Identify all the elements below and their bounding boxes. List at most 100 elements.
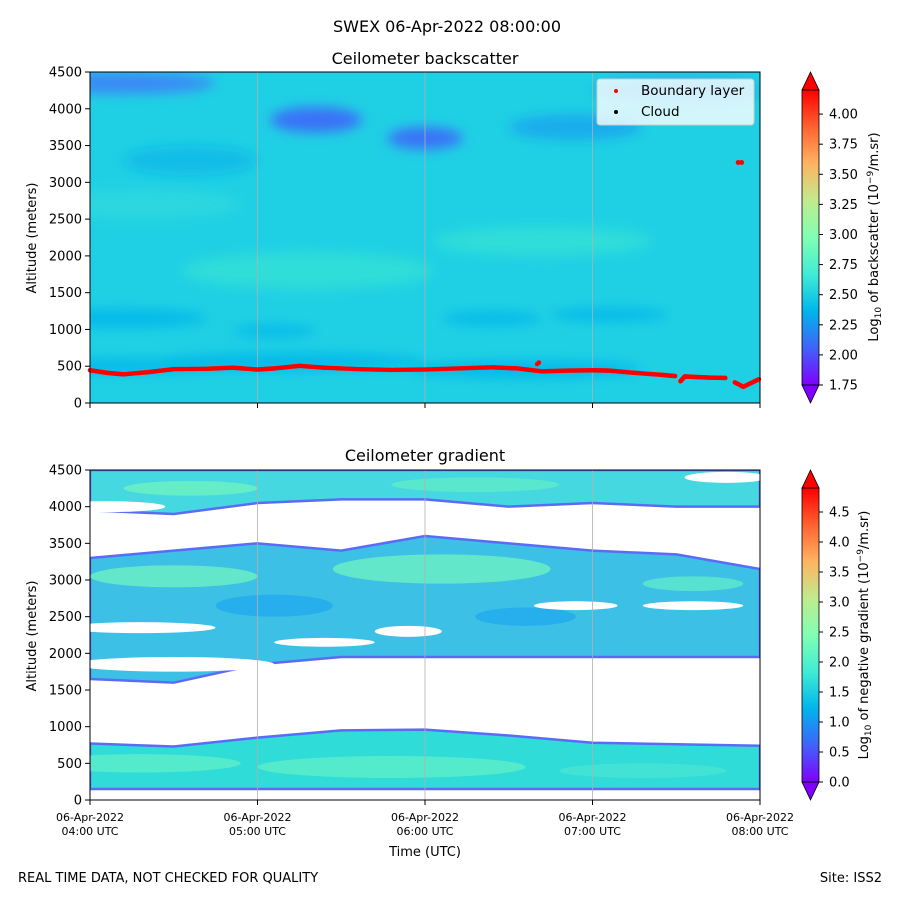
figure-title: SWEX 06-Apr-2022 08:00:00 <box>333 17 561 36</box>
gradient-ylabel: Altitude (meters) <box>25 581 40 692</box>
cb1-label-end: /m.sr) <box>867 132 882 170</box>
colorbar-tick-label: 2.75 <box>829 258 858 273</box>
backscatter-texture-blob <box>90 189 241 220</box>
y-tick-label: 2500 <box>49 213 82 228</box>
colorbar-tick-label: 4.5 <box>829 506 850 521</box>
gradient-panel: Ceilometer gradient 0 500 1000 1500 2000 2500… <box>25 446 874 860</box>
y-tick-label: 4500 <box>49 464 82 479</box>
legend-marker-cloud <box>614 110 618 114</box>
footer-disclaimer: REAL TIME DATA, NOT CHECKED FOR QUALITY <box>18 871 318 886</box>
cb1-label-base: Log <box>867 318 882 341</box>
legend-label-cloud: Cloud <box>641 104 680 120</box>
y-tick-label: 3500 <box>49 537 82 552</box>
gradient-gap <box>90 657 275 672</box>
x-tick-label-time: 06:00 UTC <box>396 825 453 838</box>
colorbar-tick-label: 2.00 <box>829 348 858 363</box>
x-tick-label-date: 06-Apr-2022 <box>56 811 124 824</box>
gradient-heatmap <box>90 470 760 791</box>
gradient-texture-blob <box>475 607 576 626</box>
colorbar-tick-label: 3.00 <box>829 228 858 243</box>
y-tick-label: 4000 <box>49 102 82 117</box>
backscatter-texture-blob <box>433 226 652 256</box>
backscatter-texture-blob <box>441 311 543 326</box>
gradient-gap <box>207 508 325 527</box>
y-tick-label: 0 <box>74 397 82 412</box>
colorbar-tick-label: 2.50 <box>829 288 858 303</box>
gradient-title: Ceilometer gradient <box>345 446 505 465</box>
colorbar-tick-label: 2.0 <box>829 656 850 671</box>
gradient-gap <box>684 471 760 483</box>
colorbar-tick-label: 0.5 <box>829 746 850 761</box>
colorbar-tick-label: 1.75 <box>829 379 858 394</box>
gradient-texture-blob <box>215 594 333 617</box>
colorbar-tick-label: 2.5 <box>829 626 850 641</box>
boundary-layer-point <box>723 375 728 381</box>
colorbar-tick-label: 4.0 <box>829 536 850 551</box>
legend-box <box>596 78 755 126</box>
x-tick-label-time: 08:00 UTC <box>731 825 788 838</box>
boundary-layer-outlier <box>536 360 542 365</box>
colorbar-max-arrow <box>801 469 820 489</box>
backscatter-texture-blob <box>270 106 363 133</box>
gradient-texture-blob <box>642 576 744 592</box>
boundary-layer-high-point <box>739 159 745 165</box>
y-tick-label: 500 <box>57 360 82 375</box>
colorbar-max-arrow <box>801 71 820 91</box>
cb2-label-base: Log <box>857 736 872 759</box>
colorbar-tick-label: 1.0 <box>829 716 850 731</box>
cb1-label-mid: of backscatter (10 <box>867 184 882 307</box>
gradient-texture-blob <box>257 756 526 778</box>
gradient-gap <box>374 625 442 637</box>
backscatter-panel: Ceilometer backscatter 0 500 1000 1500 2000 2… <box>25 49 884 412</box>
x-tick-label-date: 06-Apr-2022 <box>223 811 291 824</box>
colorbar-min-arrow <box>801 384 820 404</box>
gradient-texture-blob <box>90 754 241 773</box>
backscatter-colorbar-label: Log10 of backscatter (10−9/m.sr) <box>866 132 884 341</box>
gradient-texture-blob <box>559 763 727 779</box>
gradient-gaps <box>90 471 760 672</box>
x-tick-label-date: 06-Apr-2022 <box>726 811 794 824</box>
gradient-gridlines <box>257 470 593 800</box>
backscatter-texture-blob <box>232 325 317 337</box>
y-tick-label: 1000 <box>49 323 82 338</box>
colorbar-tick-label: 2.25 <box>829 318 858 333</box>
y-tick-label: 3000 <box>49 574 82 589</box>
backscatter-gridlines <box>257 72 593 403</box>
y-tick-label: 4000 <box>49 500 82 515</box>
gradient-texture-blob <box>391 477 559 492</box>
gradient-gap <box>642 601 744 611</box>
backscatter-texture-blob <box>182 252 434 289</box>
gradient-gap <box>90 622 216 634</box>
y-tick-label: 1000 <box>49 720 82 735</box>
legend-marker-boundary-layer <box>614 89 618 93</box>
y-tick-label: 0 <box>74 794 82 809</box>
x-tick-label-date: 06-Apr-2022 <box>391 811 459 824</box>
colorbar-frame <box>801 89 820 386</box>
cb2-label-end: /m.sr) <box>857 511 872 549</box>
gradient-colorbar-label: Log10 of negative gradient (10−9/m.sr) <box>856 511 874 760</box>
legend-label-boundary-layer: Boundary layer <box>641 83 745 99</box>
gradient-colorbar: 0.0 0.5 1.0 1.5 2.0 2.5 3.0 3.5 4.0 4.5 <box>801 469 850 801</box>
gradient-y-axis: 0 500 1000 1500 2000 2500 3000 3500 4000 4500 <box>49 464 90 809</box>
x-tick-label-time: 07:00 UTC <box>564 825 621 838</box>
x-tick-label-time: 05:00 UTC <box>229 825 286 838</box>
backscatter-texture-blob <box>550 308 668 322</box>
footer-site: Site: ISS2 <box>820 871 882 886</box>
gradient-texture-blob <box>332 554 551 584</box>
backscatter-ylabel: Altitude (meters) <box>25 183 40 294</box>
colorbar-tick-label: 3.75 <box>829 138 858 153</box>
cb2-label-sup: −9 <box>856 549 866 563</box>
backscatter-texture-blob <box>90 72 216 95</box>
colorbar-tick-label: 0.0 <box>829 776 850 791</box>
gradient-gap <box>90 501 166 513</box>
y-tick-label: 2500 <box>49 610 82 625</box>
y-tick-label: 2000 <box>49 647 82 662</box>
cb2-label-sub: 10 <box>864 724 874 736</box>
boundary-layer-series <box>87 159 762 390</box>
backscatter-y-axis: 0 500 1000 1500 2000 2500 3000 3500 4000 4500 <box>49 66 90 412</box>
x-tick-label-time: 04:00 UTC <box>61 825 118 838</box>
y-tick-label: 3000 <box>49 176 82 191</box>
colorbar-tick-label: 4.00 <box>829 108 858 123</box>
